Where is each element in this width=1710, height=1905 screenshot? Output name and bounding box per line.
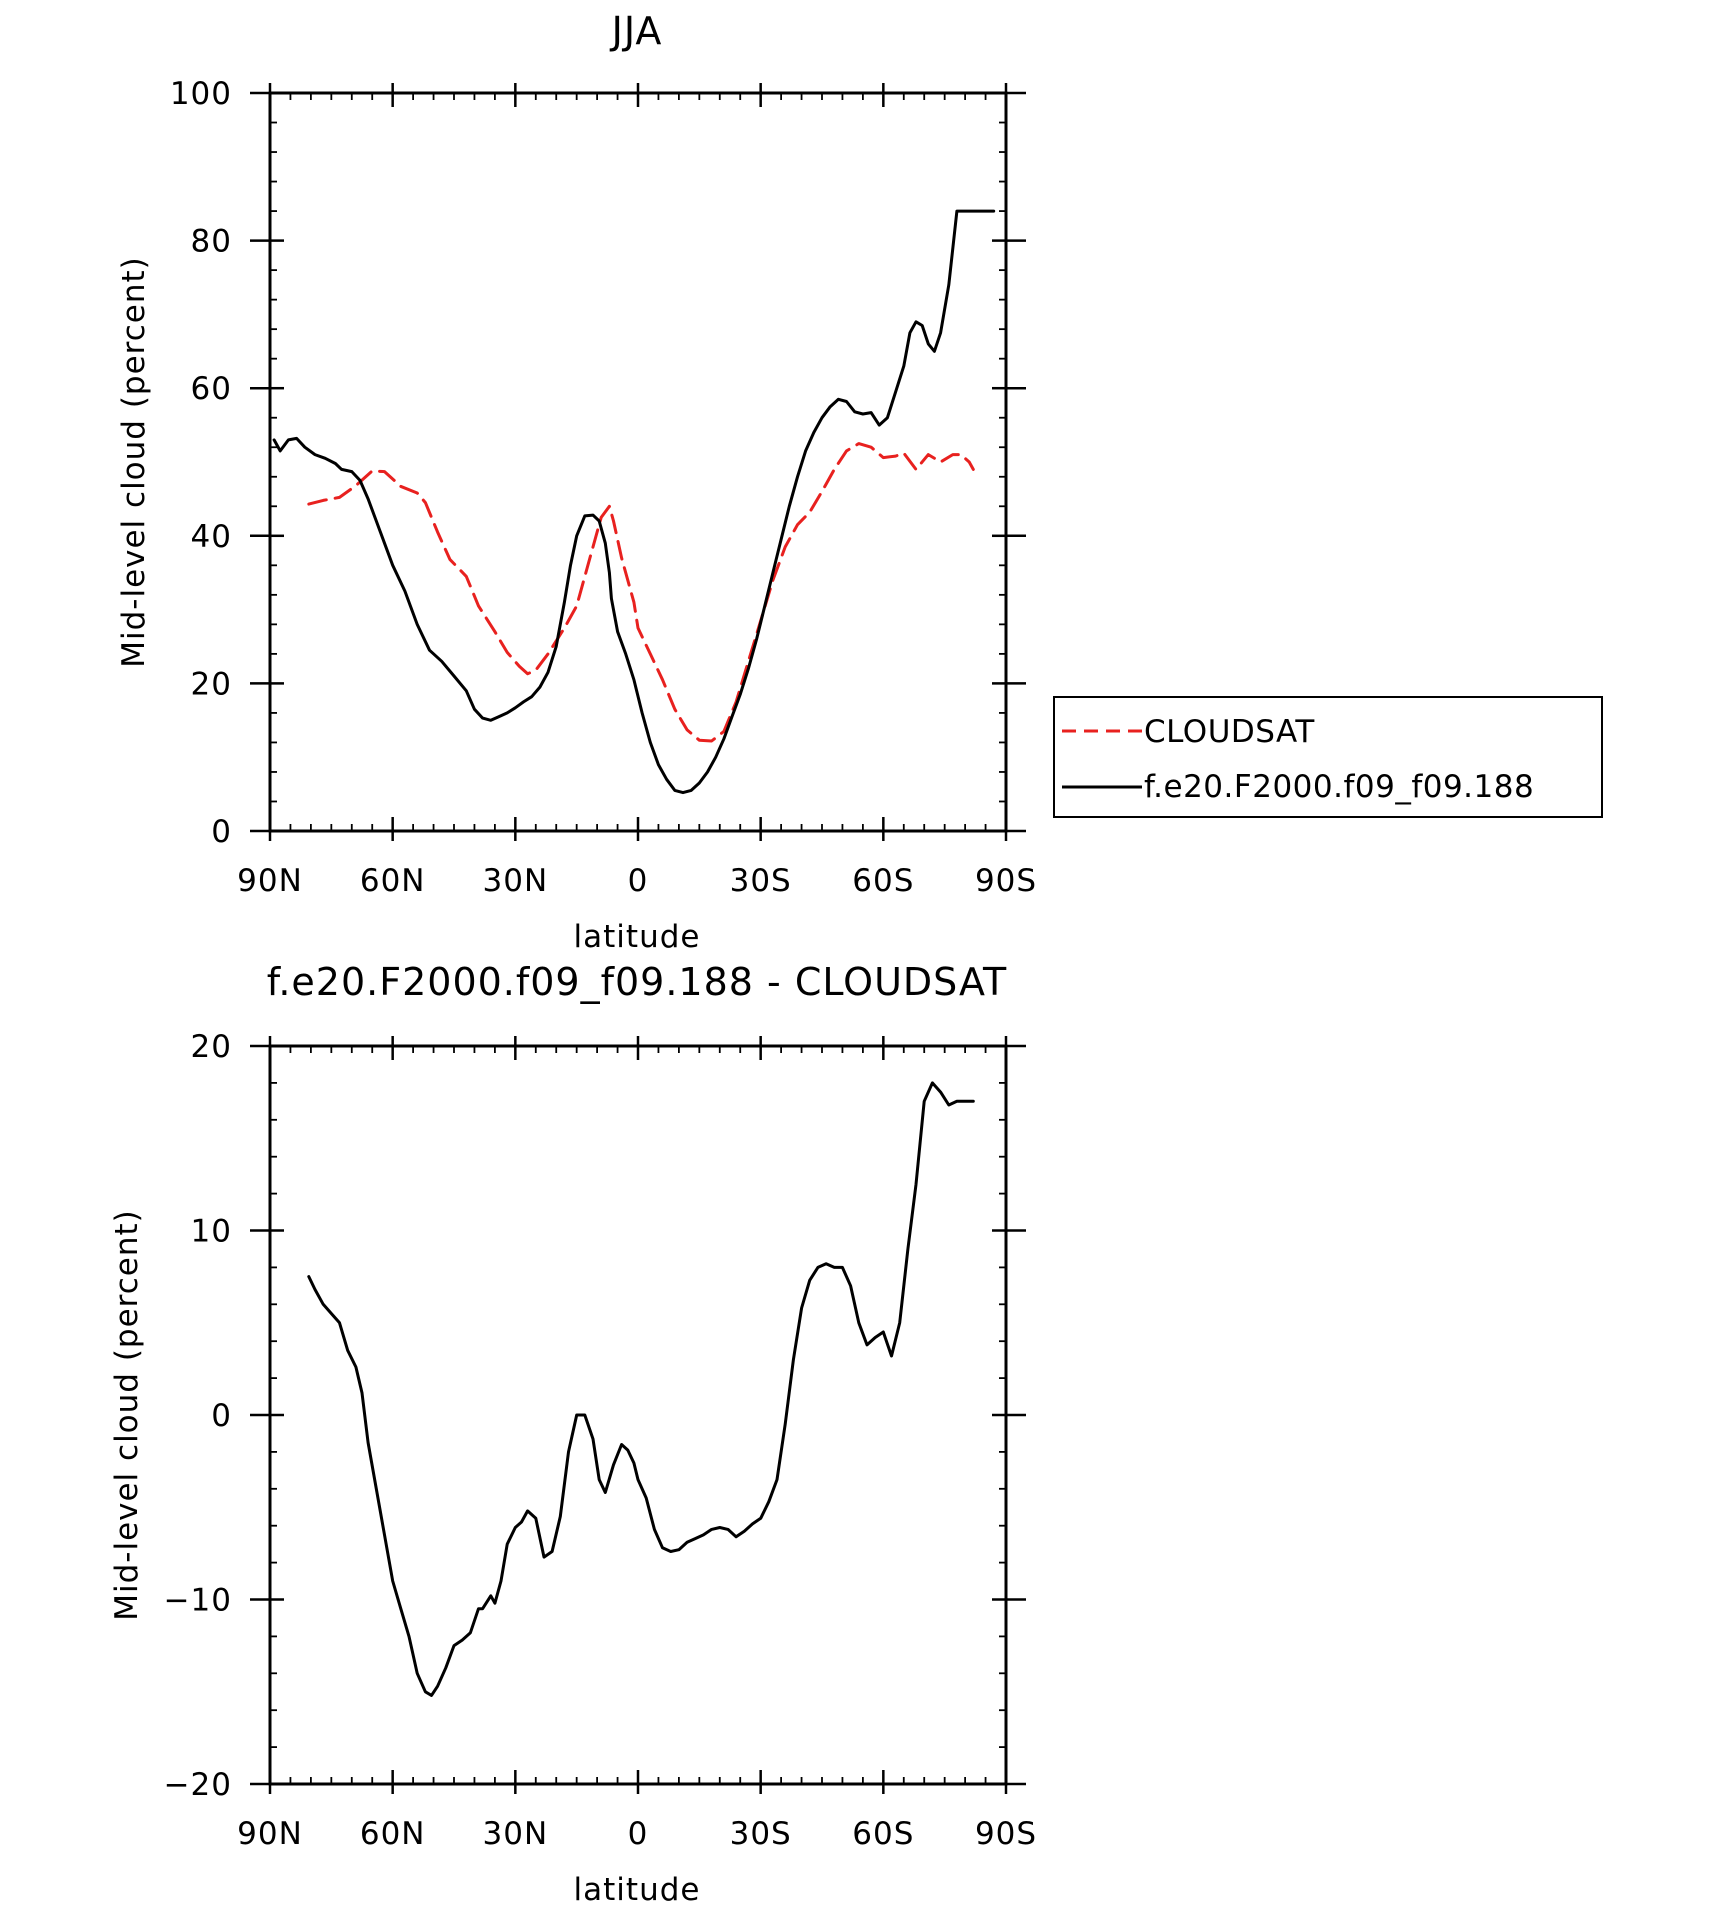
x-tick-label: 90S xyxy=(975,1816,1037,1852)
y-tick-label: 100 xyxy=(170,76,232,112)
x-tick-label: 60S xyxy=(852,1816,914,1852)
panel-top: JJA 90N 60N 30N 0 30S 60S 90S 0 20 40 60 80 100 lati… xyxy=(116,9,1037,955)
x-tick-label: 0 xyxy=(628,1816,649,1852)
x-tick-label: 0 xyxy=(628,863,649,899)
y-tick-label: −10 xyxy=(164,1583,232,1619)
y-tick-label: 10 xyxy=(191,1214,232,1250)
y-tick-label: 60 xyxy=(191,371,232,407)
chart-title: JJA xyxy=(610,9,663,53)
y-tick-label: −20 xyxy=(164,1767,232,1803)
plot-frame xyxy=(268,91,1008,833)
y-tick-label: 0 xyxy=(211,1398,232,1434)
legend-box xyxy=(1053,696,1603,818)
panel-bottom: f.e20.F2000.f09_f09.188 - CLOUDSAT 90N 60… xyxy=(109,960,1037,1905)
x-tick-label: 30S xyxy=(730,1816,792,1852)
x-tick-label: 90N xyxy=(237,863,303,899)
series-line-0 xyxy=(307,1081,975,1697)
y-tick-label: 20 xyxy=(191,666,232,702)
legend: CLOUDSAT f.e20.F2000.f09_f09.188 xyxy=(1053,696,1603,818)
series-line-1 xyxy=(272,209,996,795)
x-tick-label: 90S xyxy=(975,863,1037,899)
series-group xyxy=(307,1081,975,1697)
x-tick-label: 30N xyxy=(483,863,549,899)
y-tick-label: 0 xyxy=(211,814,232,850)
x-tick-label: 30N xyxy=(483,1816,549,1852)
y-axis-label: Mid-level cloud (percent) xyxy=(109,1209,145,1621)
x-tick-label: 90N xyxy=(237,1816,303,1852)
y-tick-label: 40 xyxy=(191,519,232,555)
x-axis-label: latitude xyxy=(574,1872,701,1905)
legend-label-cloudsat: CLOUDSAT xyxy=(1144,714,1315,750)
axis-ticks: 90N 60N 30N 0 30S 60S 90S −20 −10 0 10 20 xyxy=(164,1029,1037,1852)
series-line-0 xyxy=(307,442,975,743)
plot-frame xyxy=(268,1044,1008,1786)
y-tick-label: 20 xyxy=(191,1029,232,1065)
x-tick-label: 30S xyxy=(730,863,792,899)
axis-ticks: 90N 60N 30N 0 30S 60S 90S 0 20 40 60 80 100 xyxy=(170,76,1037,899)
y-tick-label: 80 xyxy=(191,224,232,260)
x-axis-label: latitude xyxy=(574,919,701,955)
x-tick-label: 60N xyxy=(360,863,426,899)
x-tick-label: 60N xyxy=(360,1816,426,1852)
legend-label-model: f.e20.F2000.f09_f09.188 xyxy=(1144,769,1534,805)
chart-title: f.e20.F2000.f09_f09.188 - CLOUDSAT xyxy=(267,960,1008,1004)
x-tick-label: 60S xyxy=(852,863,914,899)
series-group xyxy=(272,209,996,795)
y-axis-label: Mid-level cloud (percent) xyxy=(116,256,152,668)
